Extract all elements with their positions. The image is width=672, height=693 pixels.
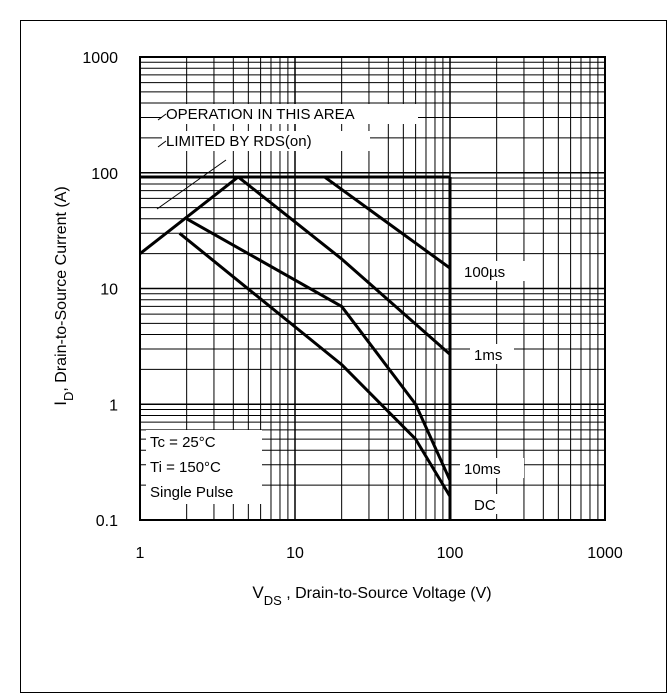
label-dc: DC xyxy=(474,497,496,514)
limit-lines xyxy=(139,175,452,520)
curve-1ms xyxy=(237,175,451,356)
x-axis-title: VDS , Drain-to-Source Voltage (V) xyxy=(252,583,491,608)
rds-annotation-line1: OPERATION IN THIS AREA xyxy=(166,106,355,123)
y-tick-label: 1000 xyxy=(82,50,118,67)
curve-labels: 100µs 1ms 10ms DC xyxy=(459,261,525,514)
condition-tc: Tc = 25°C xyxy=(150,434,216,451)
plot-border xyxy=(139,56,606,521)
condition-ti: Ti = 150°C xyxy=(150,459,221,476)
y-tick-label: 10 xyxy=(100,282,118,299)
x-tick-label: 10 xyxy=(286,545,304,562)
x-tick-label: 100 xyxy=(437,545,464,562)
y-tick-label: 1 xyxy=(109,397,118,414)
y-tick-label: 0.1 xyxy=(96,513,118,530)
label-1ms: 1ms xyxy=(474,347,502,364)
curves xyxy=(178,175,452,498)
condition-pulse: Single Pulse xyxy=(150,484,233,501)
rds-leader-1 xyxy=(157,113,167,121)
rds-annotation: OPERATION IN THIS AREA LIMITED BY RDS(on… xyxy=(156,104,418,210)
x-tick-label: 1000 xyxy=(587,545,623,562)
conditions-annotation: Tc = 25°C Ti = 150°C Single Pulse xyxy=(146,430,262,504)
rds-annotation-line2: LIMITED BY RDS(on) xyxy=(166,133,312,150)
label-10ms: 10ms xyxy=(464,461,501,478)
y-tick-label: 100 xyxy=(91,166,118,183)
tick-labels: 1 10 100 1000 1000 100 10 1 0.1 xyxy=(82,50,622,562)
x-tick-label: 1 xyxy=(136,545,145,562)
curve-10ms xyxy=(185,217,452,481)
label-100us: 100µs xyxy=(464,264,505,281)
curve-dc xyxy=(178,232,452,498)
rds-arrow xyxy=(156,159,227,210)
rds-limit-line xyxy=(139,175,240,255)
y-axis-title: ID, Drain-to-Source Current (A) xyxy=(51,186,76,406)
rds-leader-2 xyxy=(157,140,167,148)
curve-100us xyxy=(323,175,451,270)
